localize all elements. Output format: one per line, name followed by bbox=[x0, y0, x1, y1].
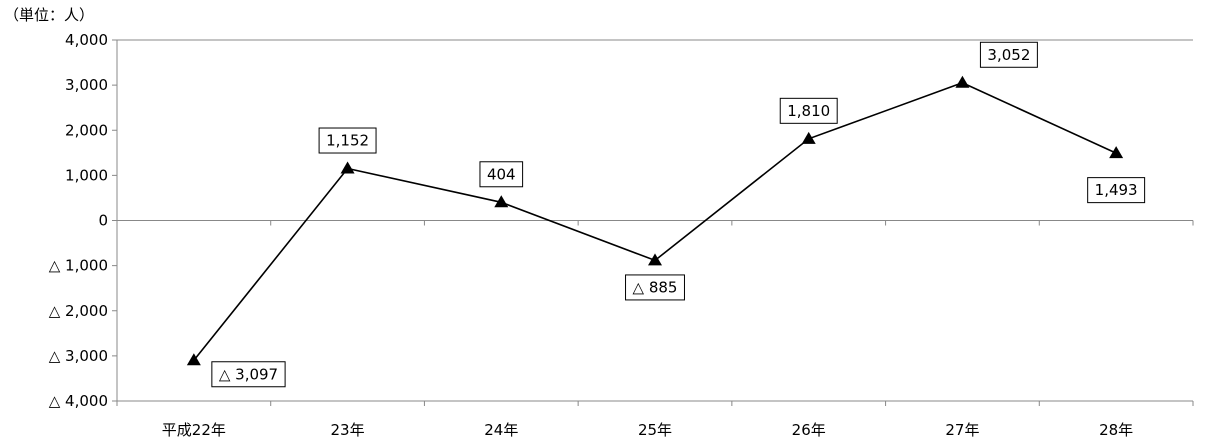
data-point-marker bbox=[494, 195, 509, 208]
data-label-box bbox=[211, 361, 286, 388]
y-tick-label: △ 2,000 bbox=[49, 302, 108, 320]
y-tick-label: 4,000 bbox=[65, 31, 108, 49]
data-label: 1,493 bbox=[1087, 177, 1146, 204]
x-tick-label: 平成22年 bbox=[162, 421, 226, 439]
x-tick-label: 27年 bbox=[945, 421, 979, 439]
y-tick-label: 0 bbox=[98, 212, 108, 230]
data-point-marker bbox=[955, 75, 970, 88]
data-label-text: △ 3,097 bbox=[219, 365, 278, 383]
y-tick-label: 3,000 bbox=[65, 76, 108, 94]
x-tick-label: 25年 bbox=[638, 421, 672, 439]
y-tick-label: △ 4,000 bbox=[49, 392, 108, 410]
x-tick-label: 28年 bbox=[1099, 421, 1133, 439]
data-label-box bbox=[779, 97, 838, 124]
data-label-box bbox=[1087, 177, 1146, 204]
data-label: 1,152 bbox=[318, 127, 377, 154]
data-point-marker bbox=[1109, 146, 1124, 159]
data-point-marker bbox=[340, 161, 355, 174]
series-line bbox=[193, 81, 1117, 361]
y-tick-label: 1,000 bbox=[65, 166, 108, 184]
data-label-text: △ 885 bbox=[633, 278, 678, 296]
y-tick-label: △ 3,000 bbox=[49, 347, 108, 365]
data-series bbox=[186, 75, 1124, 366]
x-tick-label: 24年 bbox=[484, 421, 518, 439]
data-label-text: 1,810 bbox=[787, 102, 830, 120]
data-label-text: 404 bbox=[487, 165, 516, 183]
data-point-marker bbox=[186, 353, 201, 366]
data-label-text: 1,152 bbox=[326, 132, 369, 150]
data-label-box bbox=[979, 41, 1038, 68]
y-tick-label: 2,000 bbox=[65, 121, 108, 139]
data-label: △ 3,097 bbox=[211, 361, 286, 388]
x-tick-label: 23年 bbox=[331, 421, 365, 439]
data-label-text: 1,493 bbox=[1095, 181, 1138, 199]
data-point-marker bbox=[801, 131, 816, 144]
data-label-box bbox=[479, 161, 524, 188]
data-label-box bbox=[318, 127, 377, 154]
data-label-box bbox=[625, 274, 685, 301]
x-tick-labels: 平成22年 23年 24年 25年 26年 27年 28年 bbox=[162, 421, 1133, 439]
x-tick-label: 26年 bbox=[792, 421, 826, 439]
data-label: 1,810 bbox=[779, 97, 838, 124]
data-label: 404 bbox=[479, 161, 524, 188]
y-tick-labels: 4,000 3,000 2,000 1,000 0 △ 1,000 △ 2,000 △ 3,0… bbox=[49, 31, 108, 410]
axes bbox=[112, 39, 1194, 406]
data-labels: △ 3,097 1,152 404 △ 885 1,810 3,052 1,493 bbox=[211, 41, 1146, 388]
data-label-text: 3,052 bbox=[987, 46, 1030, 64]
data-point-marker bbox=[648, 253, 662, 266]
y-tick-label: △ 1,000 bbox=[49, 257, 108, 275]
data-label: 3,052 bbox=[979, 41, 1038, 68]
data-label: △ 885 bbox=[625, 274, 685, 301]
unit-label: （単位：人） bbox=[4, 6, 94, 24]
